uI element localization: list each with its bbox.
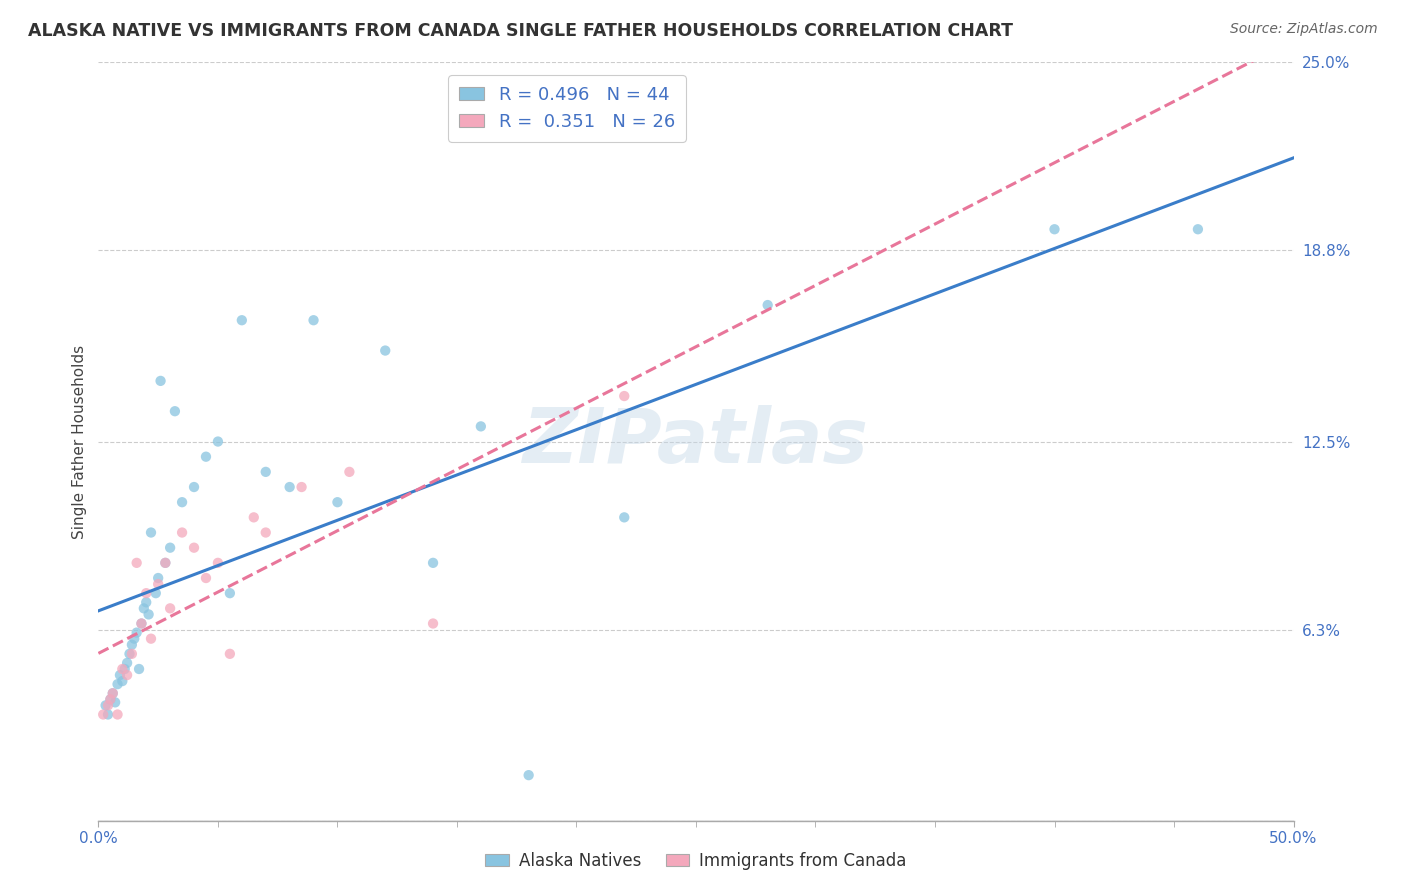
Point [118, 647, 141, 661]
Point [1187, 222, 1209, 236]
Point [97, 698, 120, 713]
Point [219, 586, 242, 600]
Text: ZIPatlas: ZIPatlas [523, 405, 869, 478]
Y-axis label: Single Father Households: Single Father Households [72, 344, 87, 539]
Point [101, 686, 124, 700]
Point [517, 768, 540, 782]
Point [195, 450, 218, 464]
Point [422, 616, 444, 631]
Point [195, 571, 218, 585]
Point [139, 632, 162, 646]
Point [111, 662, 134, 676]
Point [98, 692, 122, 706]
Point [326, 495, 349, 509]
Point [254, 465, 277, 479]
Point [145, 586, 167, 600]
Point [108, 668, 131, 682]
Point [172, 525, 194, 540]
Point [172, 495, 194, 509]
Point [107, 707, 129, 722]
Point [131, 616, 153, 631]
Point [207, 434, 229, 449]
Point [121, 647, 143, 661]
Point [94, 698, 117, 713]
Point [139, 525, 162, 540]
Point [98, 692, 122, 706]
Point [183, 541, 205, 555]
Point [148, 577, 170, 591]
Point [219, 647, 242, 661]
Point [302, 313, 325, 327]
Point [135, 586, 157, 600]
Text: ALASKA NATIVE VS IMMIGRANTS FROM CANADA SINGLE FATHER HOUSEHOLDS CORRELATION CHA: ALASKA NATIVE VS IMMIGRANTS FROM CANADA … [28, 22, 1014, 40]
Point [125, 556, 148, 570]
Point [159, 601, 181, 615]
Point [159, 541, 181, 555]
Point [111, 674, 134, 689]
Point [422, 556, 444, 570]
Point [254, 525, 277, 540]
Point [207, 556, 229, 570]
Point [231, 313, 253, 327]
Point [125, 625, 148, 640]
Point [104, 695, 127, 709]
Point [155, 556, 177, 570]
Point [138, 607, 160, 622]
Point [613, 510, 636, 524]
Point [121, 638, 143, 652]
Point [278, 480, 301, 494]
Point [183, 480, 205, 494]
Point [756, 298, 779, 312]
Point [243, 510, 266, 524]
Point [124, 632, 146, 646]
Point [115, 656, 138, 670]
Point [148, 571, 170, 585]
Legend: Alaska Natives, Immigrants from Canada: Alaska Natives, Immigrants from Canada [478, 846, 914, 877]
Point [149, 374, 172, 388]
Point [114, 662, 136, 676]
Point [107, 677, 129, 691]
Point [91, 707, 114, 722]
Point [132, 601, 155, 615]
Point [115, 668, 138, 682]
Point [374, 343, 396, 358]
Point [155, 556, 177, 570]
Point [128, 662, 150, 676]
Point [163, 404, 186, 418]
Point [97, 707, 120, 722]
Point [613, 389, 636, 403]
Point [101, 686, 124, 700]
Point [135, 595, 157, 609]
Point [291, 480, 314, 494]
Point [1043, 222, 1066, 236]
Text: Source: ZipAtlas.com: Source: ZipAtlas.com [1230, 22, 1378, 37]
Point [339, 465, 361, 479]
Point [131, 616, 153, 631]
Point [470, 419, 492, 434]
